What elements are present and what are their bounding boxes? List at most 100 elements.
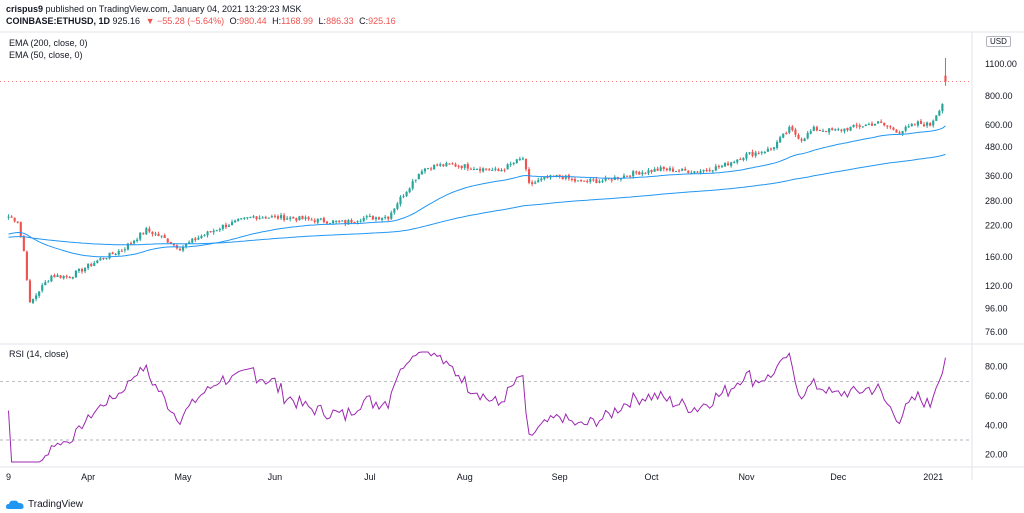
candle-body (895, 129, 898, 133)
candle (142, 232, 145, 235)
price-tick-label: 96.00 (985, 303, 1008, 313)
candle (531, 180, 534, 187)
candle (751, 149, 754, 158)
candle (668, 166, 671, 172)
open-label: O: (229, 16, 240, 26)
candle-body (512, 163, 515, 165)
candle-body (867, 124, 870, 126)
symbol-label[interactable]: COINBASE:ETHUSD, 1D (6, 16, 111, 26)
rsi-tick-label: 20.00 (985, 450, 1008, 460)
candle-body (405, 191, 408, 196)
candle-body (769, 148, 773, 150)
time-tick-label: Nov (738, 472, 755, 482)
rsi-tick-label: 40.00 (985, 420, 1008, 430)
candle-body (886, 125, 889, 127)
candle (745, 151, 748, 161)
candle-body (328, 223, 332, 225)
candle (31, 298, 35, 304)
candle (549, 174, 552, 180)
candle (843, 128, 846, 134)
candle-body (62, 275, 65, 279)
candle-body (509, 163, 512, 165)
candle-body (307, 217, 310, 220)
candle-body (31, 299, 35, 303)
candle (638, 170, 641, 175)
candle-body (889, 126, 892, 128)
candle-body (460, 165, 463, 168)
candle-body (791, 126, 794, 131)
candle-body (411, 181, 414, 189)
candle-body (518, 158, 521, 160)
candle-body (44, 282, 47, 286)
candle-body (678, 170, 681, 172)
candle-body (687, 170, 690, 173)
rsi-legend[interactable]: RSI (14, close) (9, 349, 69, 359)
candle-body (402, 196, 405, 198)
candle (457, 164, 460, 169)
candle (65, 274, 68, 279)
candle (215, 229, 218, 232)
candle (393, 208, 396, 215)
candle-body (638, 172, 641, 175)
candle (742, 157, 745, 162)
candle-body (635, 171, 638, 173)
candle (941, 103, 944, 114)
time-tick-label: 2021 (923, 472, 943, 482)
candle-body (414, 179, 417, 181)
candle (454, 162, 457, 168)
candle-body (788, 126, 791, 133)
candle (279, 212, 283, 220)
ema50-legend[interactable]: EMA (50, close, 0) (9, 50, 83, 60)
candle (478, 166, 482, 174)
author-name[interactable]: crispus9 (6, 4, 44, 14)
candle-body (861, 126, 864, 128)
candle-body (524, 159, 528, 170)
candle (650, 169, 653, 174)
candle (224, 222, 227, 230)
time-tick-label: Oct (645, 472, 660, 482)
candle-body (727, 163, 730, 166)
candle-body (50, 275, 53, 282)
candle-body (892, 127, 895, 130)
ema200-legend[interactable]: EMA (200, close, 0) (9, 38, 88, 48)
candle (861, 126, 864, 128)
candle (867, 122, 870, 126)
candle-body (203, 234, 206, 236)
candle (301, 215, 304, 220)
candle-body (396, 203, 399, 209)
candle (714, 163, 717, 172)
candle-body (478, 168, 482, 171)
candle (564, 174, 567, 181)
candle-body (221, 225, 224, 229)
currency-badge[interactable]: USD (986, 36, 1011, 47)
candle (524, 158, 528, 172)
candle-body (185, 243, 188, 247)
candle (417, 173, 420, 180)
candle (512, 162, 515, 166)
candle-body (142, 233, 145, 235)
candle (684, 166, 687, 172)
candle (139, 232, 142, 242)
candle-body (537, 180, 540, 183)
candle-body (240, 218, 243, 220)
tradingview-logo[interactable]: TradingView (6, 499, 83, 510)
candle-body (436, 164, 439, 166)
candle (506, 163, 509, 170)
candle (687, 170, 690, 174)
candle (353, 221, 356, 224)
candle (779, 135, 782, 143)
candle (71, 276, 74, 280)
candle-body (650, 170, 653, 172)
candle (237, 218, 240, 222)
candle (209, 230, 212, 233)
candle-body (806, 133, 809, 139)
candle (500, 168, 503, 172)
candle-body (772, 147, 776, 150)
candle-body (619, 178, 622, 180)
candle (234, 219, 237, 224)
candle (341, 219, 344, 222)
candle (289, 215, 292, 222)
candle-body (907, 126, 910, 128)
time-axis: 9 Apr May Jun Jul Aug Sep Oct Nov Dec 2021 (6, 472, 943, 482)
